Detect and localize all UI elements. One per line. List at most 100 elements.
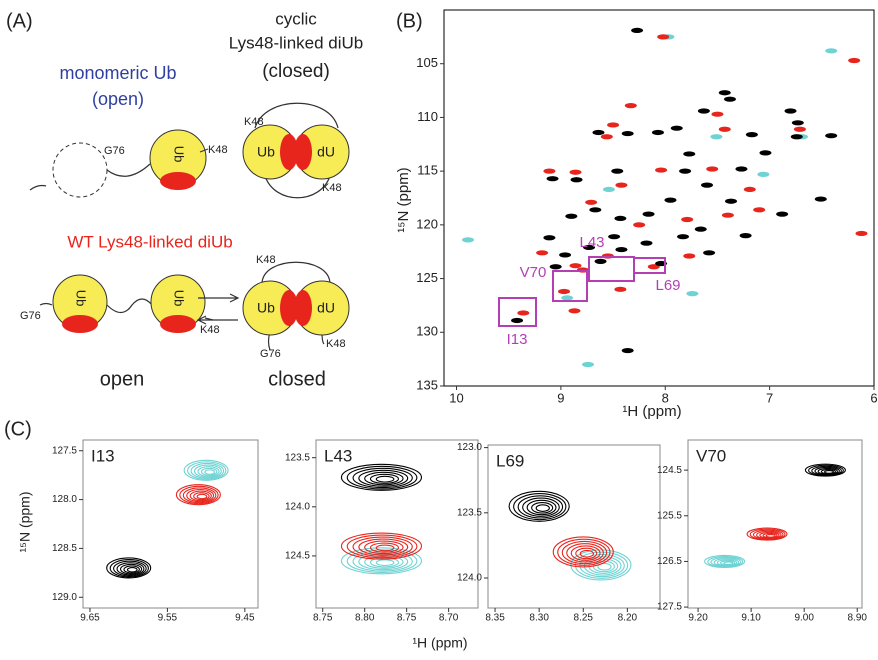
peak [543,168,556,174]
contour-level [570,545,601,561]
state-label: closed [268,368,326,390]
peak [855,230,868,237]
contour-level [190,462,225,479]
contour-level [765,533,776,538]
contour-level [113,560,147,577]
x-tick-label: 8.25 [574,613,594,624]
contour-level [346,549,418,574]
y-tick-label: 120 [416,216,438,231]
peak [718,90,731,96]
patch [280,134,298,170]
y-axis-label: ¹⁵N (ppm) [17,491,33,552]
contour-level [574,551,629,579]
contour-level [109,559,149,578]
peak [784,108,797,114]
y-tick-label: 123.0 [457,442,482,453]
peak [723,96,736,102]
peak-contour [340,463,423,491]
peak [657,34,670,40]
panel-label: (B) [396,10,423,32]
peak [624,103,637,109]
peak [791,120,804,126]
x-axis-label: ¹H (ppm) [622,403,681,420]
contour-level [570,549,632,581]
equilibrium-arrows [196,293,240,325]
peak [679,168,692,174]
ub-label: Ub [257,144,275,160]
peak [759,150,772,156]
ub-label: Ub [317,144,335,160]
peak-contour [804,463,846,477]
peak [710,134,723,140]
y-tick-label: 128.5 [52,543,77,554]
peak [825,133,838,139]
peak [615,182,628,188]
patch [294,290,312,326]
peak [642,211,655,217]
peak [621,347,634,354]
contour-level [583,556,622,576]
k48: K48 [326,338,346,350]
peak [790,134,803,140]
peak [640,240,653,246]
plot-frame [487,444,661,609]
x-tick-label: 8.35 [485,613,505,624]
state-label: open [100,368,145,390]
x-tick-label: 8.75 [313,613,333,624]
contour-level [557,538,611,566]
annotation: I13 [507,331,528,348]
contour-level [561,540,608,565]
peak [582,361,595,368]
y-tick-label: 128.0 [52,494,77,505]
contour-level [123,565,140,574]
peak [600,134,613,140]
x-tick-label: 9.10 [741,613,761,624]
y-tick-label: 110 [417,109,438,124]
contour-level [182,487,217,504]
peak [739,233,752,239]
peak [614,286,627,292]
y-tick-label: 124.0 [285,501,310,512]
ub-label: Ub [172,290,187,307]
peak [602,186,615,193]
peak [631,27,644,34]
peak [848,57,861,64]
contour-level [375,559,395,567]
contour-level [204,469,216,475]
peak [701,182,714,188]
peak [814,196,827,202]
x-tick-label: 8 [662,390,669,405]
contour-level [375,475,395,483]
peak-contour [552,536,614,568]
contour-level [824,470,834,474]
contour-level [358,469,409,487]
contour-level [375,544,395,552]
peak [559,252,572,258]
contour-level [369,473,400,484]
plot-frame [82,439,259,609]
y-tick-label: 127.5 [52,445,77,456]
contour-level [535,504,550,512]
peak [549,264,562,270]
contour-level [119,563,143,575]
contour-level [183,459,229,481]
tick [199,148,209,153]
panel-label: (C) [4,418,32,440]
patch [280,290,298,326]
peak-contour [175,484,221,506]
peak [694,226,707,232]
peak [558,288,571,295]
g76: G76 [20,310,41,322]
contour-level [340,547,423,575]
contour-level [186,488,215,503]
x-tick-label: 8.75 [397,613,417,624]
contour-level [352,467,413,489]
y-tick-label: 124.5 [657,465,682,476]
y-tick-label: 126.5 [657,556,682,567]
contour-level [352,536,413,557]
highlight-box [552,270,588,302]
cyclic-title: cyclic [275,9,317,28]
peak [745,132,758,138]
peak-contour [340,532,423,560]
x-tick-label: 8.30 [529,613,549,624]
